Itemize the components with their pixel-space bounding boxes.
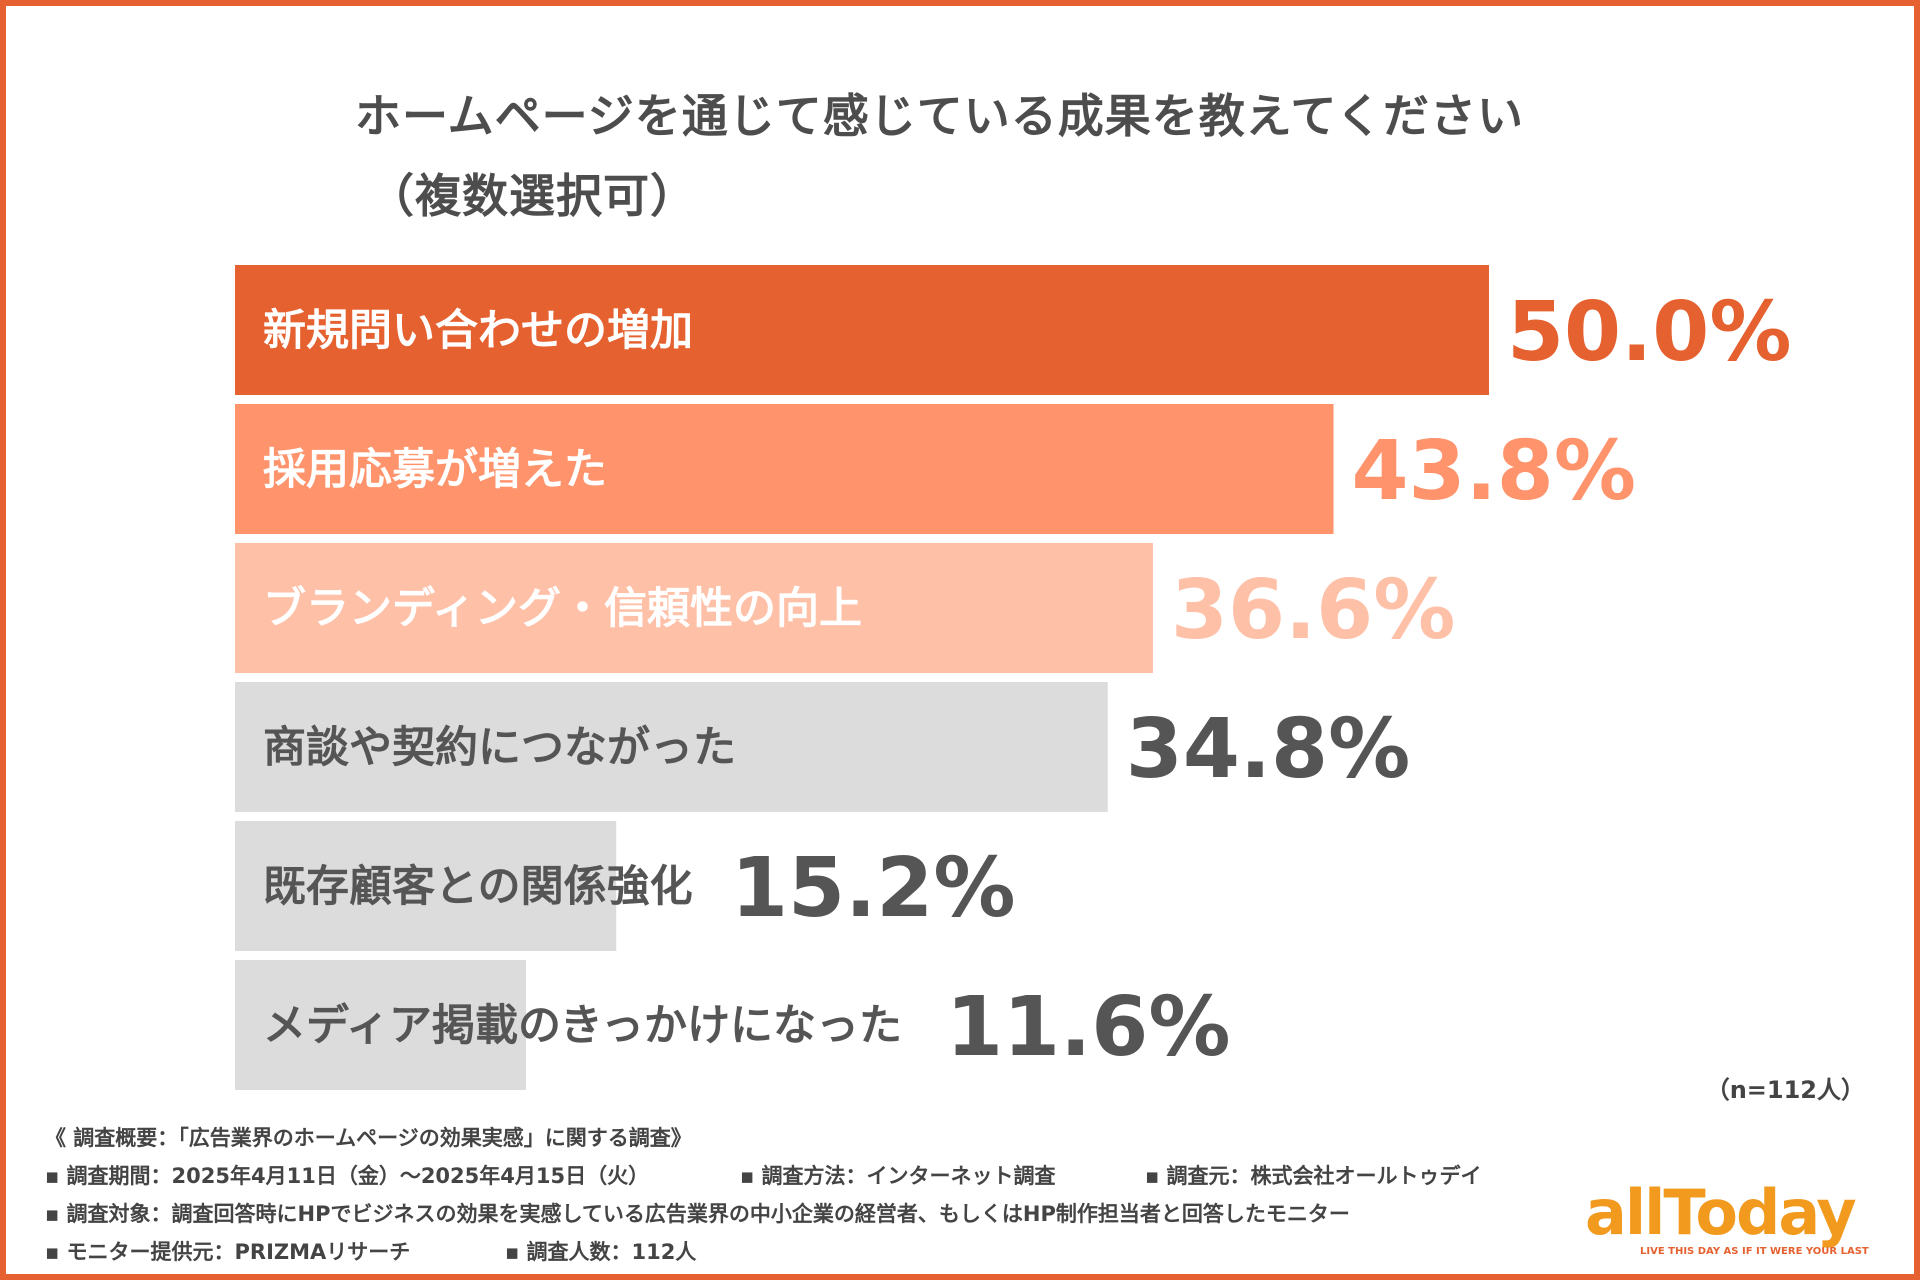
chart-subtitle: （複数選択可） xyxy=(368,169,697,223)
value-label-4: 34.8% xyxy=(1126,702,1410,797)
logo-tagline: LIVE THIS DAY AS IF IT WERE YOUR LAST xyxy=(1640,1246,1869,1257)
category-label-5: 既存顧客との関係強化 xyxy=(263,862,693,912)
survey-count: ▪ 調査人数：112人 xyxy=(505,1240,697,1264)
bar-4 xyxy=(235,682,1108,812)
value-label-1: 50.0% xyxy=(1507,285,1791,380)
survey-target: ▪ 調査対象：調査回答時にHPでビジネスの効果を実感している広告業界の中小企業の… xyxy=(45,1202,1350,1226)
value-label-5: 15.2% xyxy=(731,841,1015,936)
bar-1 xyxy=(235,265,1489,395)
category-label-6: メディア掲載のきっかけになった xyxy=(263,1001,902,1051)
survey-source: ▪ 調査元：株式会社オールトゥデイ xyxy=(1145,1164,1482,1188)
category-label-1: 新規問い合わせの増加 xyxy=(263,306,693,356)
alltoday-logo: allToday LIVE THIS DAY AS IF IT WERE YOU… xyxy=(1585,1176,1885,1262)
bar-2 xyxy=(235,404,1334,534)
sample-size: （n=112人） xyxy=(1705,1076,1865,1104)
category-label-2: 採用応募が増えた xyxy=(263,445,607,495)
value-label-2: 43.8% xyxy=(1352,424,1636,519)
survey-title-note: 《 調査概要：「広告業界のホームページの効果実感」に関する調査》 xyxy=(45,1126,692,1150)
logo-wordmark: allToday xyxy=(1585,1176,1857,1249)
bar-6 xyxy=(235,960,526,1090)
category-label-4: 商談や契約につながった xyxy=(263,723,736,773)
survey-method: ▪ 調査方法：インターネット調査 xyxy=(740,1164,1056,1188)
survey-provider: ▪ モニター提供元：PRIZMAリサーチ xyxy=(45,1240,411,1264)
value-label-3: 36.6% xyxy=(1171,563,1455,658)
chart-title: ホームページを通じて感じている成果を教えてください xyxy=(355,89,1525,143)
bar-3 xyxy=(235,543,1153,673)
survey-period: ▪ 調査期間：2025年4月11日（金）〜2025年4月15日（火） xyxy=(45,1164,650,1188)
bar-5 xyxy=(235,821,617,951)
value-label-6: 11.6% xyxy=(946,980,1230,1075)
category-label-3: ブランディング・信頼性の向上 xyxy=(263,584,862,634)
